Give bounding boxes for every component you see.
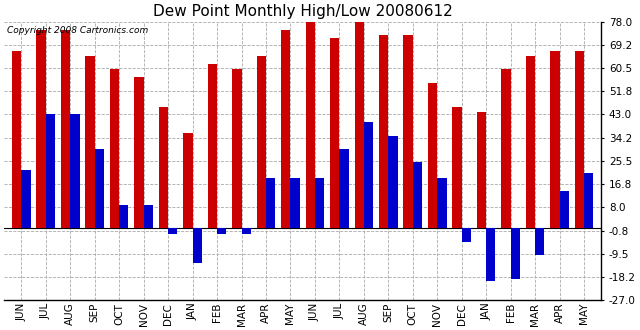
Bar <box>413 162 422 228</box>
Bar <box>36 30 46 228</box>
Bar <box>452 107 461 228</box>
Bar <box>511 228 520 279</box>
Bar <box>501 69 511 228</box>
Bar <box>217 228 227 234</box>
Bar <box>134 77 143 228</box>
Bar <box>535 228 545 255</box>
Bar <box>159 107 168 228</box>
Bar <box>266 178 275 228</box>
Bar <box>241 228 251 234</box>
Bar <box>364 122 373 228</box>
Bar <box>21 170 31 228</box>
Bar <box>355 22 364 228</box>
Bar <box>306 22 315 228</box>
Bar <box>110 69 119 228</box>
Bar <box>46 115 55 228</box>
Bar <box>575 51 584 228</box>
Bar <box>486 228 495 281</box>
Bar <box>388 136 397 228</box>
Bar <box>477 112 486 228</box>
Bar <box>183 133 193 228</box>
Bar <box>403 35 413 228</box>
Bar <box>95 149 104 228</box>
Bar <box>208 64 217 228</box>
Bar <box>119 205 129 228</box>
Bar <box>232 69 241 228</box>
Bar <box>461 228 471 242</box>
Bar <box>257 56 266 228</box>
Bar <box>61 30 70 228</box>
Bar <box>550 51 559 228</box>
Bar <box>379 35 388 228</box>
Bar <box>70 115 79 228</box>
Bar <box>281 30 291 228</box>
Bar <box>193 228 202 263</box>
Bar <box>85 56 95 228</box>
Text: Copyright 2008 Cartronics.com: Copyright 2008 Cartronics.com <box>7 26 148 35</box>
Bar <box>291 178 300 228</box>
Bar <box>12 51 21 228</box>
Bar <box>437 178 447 228</box>
Bar <box>315 178 324 228</box>
Bar <box>584 173 593 228</box>
Bar <box>526 56 535 228</box>
Bar <box>559 191 569 228</box>
Bar <box>168 228 177 234</box>
Bar <box>428 82 437 228</box>
Title: Dew Point Monthly High/Low 20080612: Dew Point Monthly High/Low 20080612 <box>153 4 452 19</box>
Bar <box>143 205 153 228</box>
Bar <box>339 149 349 228</box>
Bar <box>330 38 339 228</box>
